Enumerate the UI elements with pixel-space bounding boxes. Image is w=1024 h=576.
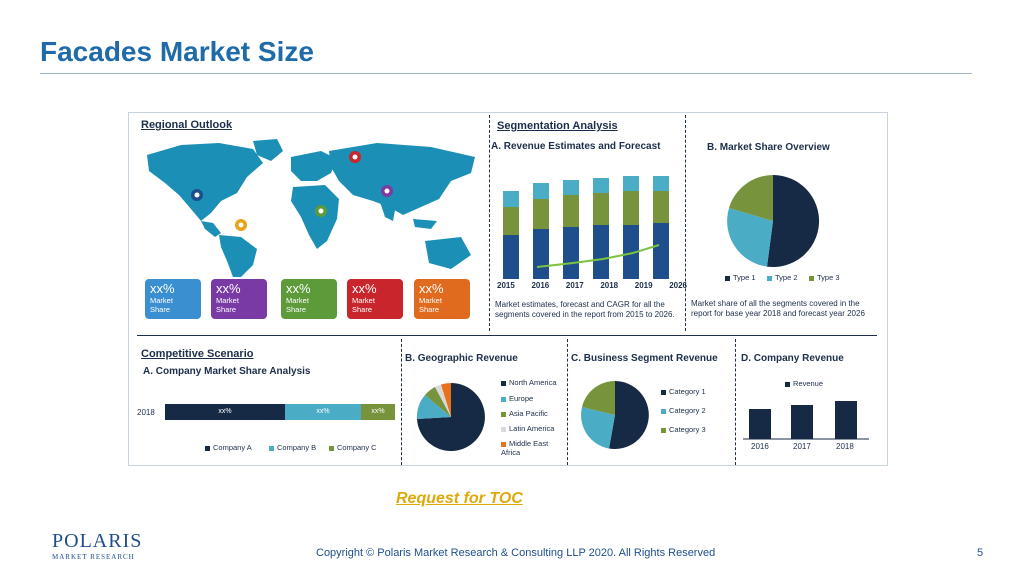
tile-label: Market	[286, 296, 309, 305]
segmentation-heading: Segmentation Analysis	[497, 120, 618, 132]
market-share-pie	[727, 174, 820, 267]
page-number: 5	[977, 547, 984, 559]
company-a-segment: xx%	[165, 404, 285, 420]
geo-legend-item: Middle East Africa	[501, 439, 549, 457]
tile-value: xx%	[419, 281, 444, 296]
tile-value: xx%	[352, 281, 377, 296]
request-toc-link[interactable]: Request for TOC	[396, 490, 523, 507]
title-divider	[40, 73, 972, 74]
region-share-tile: xx% Market Share	[281, 279, 337, 319]
company-share-title: A. Company Market Share Analysis	[143, 366, 311, 377]
company-b-segment: xx%	[285, 404, 361, 420]
tile-label: Market	[216, 296, 239, 305]
category-legend-item: Category 2	[661, 406, 706, 415]
year-label: 2016	[531, 281, 550, 290]
tile-label: Market	[150, 296, 173, 305]
geo-legend-item: North America	[501, 378, 557, 387]
tile-label: Share	[150, 305, 171, 314]
section-divider	[137, 335, 877, 336]
year-label: 2026	[669, 281, 687, 290]
year-label: 2019	[634, 281, 653, 290]
market-share-title: B. Market Share Overview	[707, 142, 830, 153]
world-map	[147, 139, 475, 277]
share-legend-item: Type 2	[767, 273, 798, 282]
logo-tagline: MARKET RESEARCH	[52, 553, 135, 561]
tile-label: Share	[352, 305, 373, 314]
bar-year-label: 2018	[137, 408, 155, 417]
section-divider	[489, 115, 490, 331]
share-legend-item: Type 1	[725, 273, 756, 282]
geo-legend-item: Asia Pacific	[501, 409, 548, 418]
tile-value: xx%	[216, 281, 241, 296]
tile-value: xx%	[150, 281, 175, 296]
company-revenue-bars	[743, 401, 869, 440]
infographic-image: Regional Outlook	[128, 112, 888, 466]
competitive-heading: Competitive Scenario	[141, 348, 254, 360]
geo-legend-item: Europe	[501, 394, 533, 403]
tile-value: xx%	[286, 281, 311, 296]
company-legend-item: Company A	[205, 443, 252, 452]
copyright-text: Copyright © Polaris Market Research & Co…	[316, 547, 716, 559]
geo-legend-item: Latin America	[501, 424, 554, 433]
tile-label: Share	[216, 305, 237, 314]
region-share-tile: xx% Market Share	[414, 279, 470, 319]
regional-outlook-heading: Regional Outlook	[141, 119, 233, 131]
year-label: 2018	[836, 442, 854, 451]
logo-wordmark: POLARIS	[52, 530, 143, 552]
company-revenue-title: D. Company Revenue	[741, 353, 844, 364]
category-legend-item: Category 3	[661, 425, 706, 434]
section-divider	[735, 339, 736, 465]
company-legend-item: Company B	[269, 443, 316, 452]
revenue-forecast-chart	[503, 176, 669, 279]
business-segment-pie	[581, 381, 649, 449]
year-label: 2017	[565, 281, 584, 290]
revenue-estimates-title: A. Revenue Estimates and Forecast	[491, 141, 661, 152]
polaris-logo: POLARIS MARKET RESEARCH	[52, 530, 142, 561]
company-c-segment: xx%	[361, 404, 395, 420]
revenue-year-axis: 2015 2016 2017 2018 2019 2026	[497, 281, 687, 291]
tile-label: Share	[419, 305, 440, 314]
region-share-tile: xx% Market Share	[347, 279, 403, 319]
revenue-legend-item: Revenue	[785, 379, 823, 388]
revenue-note: Market estimates, forecast and CAGR for …	[495, 300, 675, 319]
region-share-tile: xx% Market Share	[145, 279, 201, 319]
share-note: Market share of all the segments covered…	[691, 299, 865, 318]
year-label: 2015	[497, 281, 515, 290]
year-label: 2018	[600, 281, 619, 290]
tile-label: Market	[352, 296, 375, 305]
slide-title: Facades Market Size	[40, 36, 314, 67]
business-segment-title: C. Business Segment Revenue	[571, 353, 718, 364]
section-divider	[685, 115, 686, 331]
tile-label: Share	[286, 305, 307, 314]
company-share-bar: xx% xx% xx%	[165, 404, 395, 420]
company-legend-item: Company C	[329, 443, 377, 452]
region-share-tile: xx% Market Share	[211, 279, 267, 319]
year-label: 2016	[751, 442, 769, 451]
section-divider	[401, 339, 402, 465]
share-legend-item: Type 3	[809, 273, 840, 282]
tile-label: Market	[419, 296, 442, 305]
map-pin-icon	[191, 151, 393, 231]
year-label: 2017	[793, 442, 811, 451]
geographic-revenue-title: B. Geographic Revenue	[405, 353, 518, 364]
geographic-pie	[416, 383, 485, 451]
category-legend-item: Category 1	[661, 387, 706, 396]
section-divider	[567, 339, 568, 465]
